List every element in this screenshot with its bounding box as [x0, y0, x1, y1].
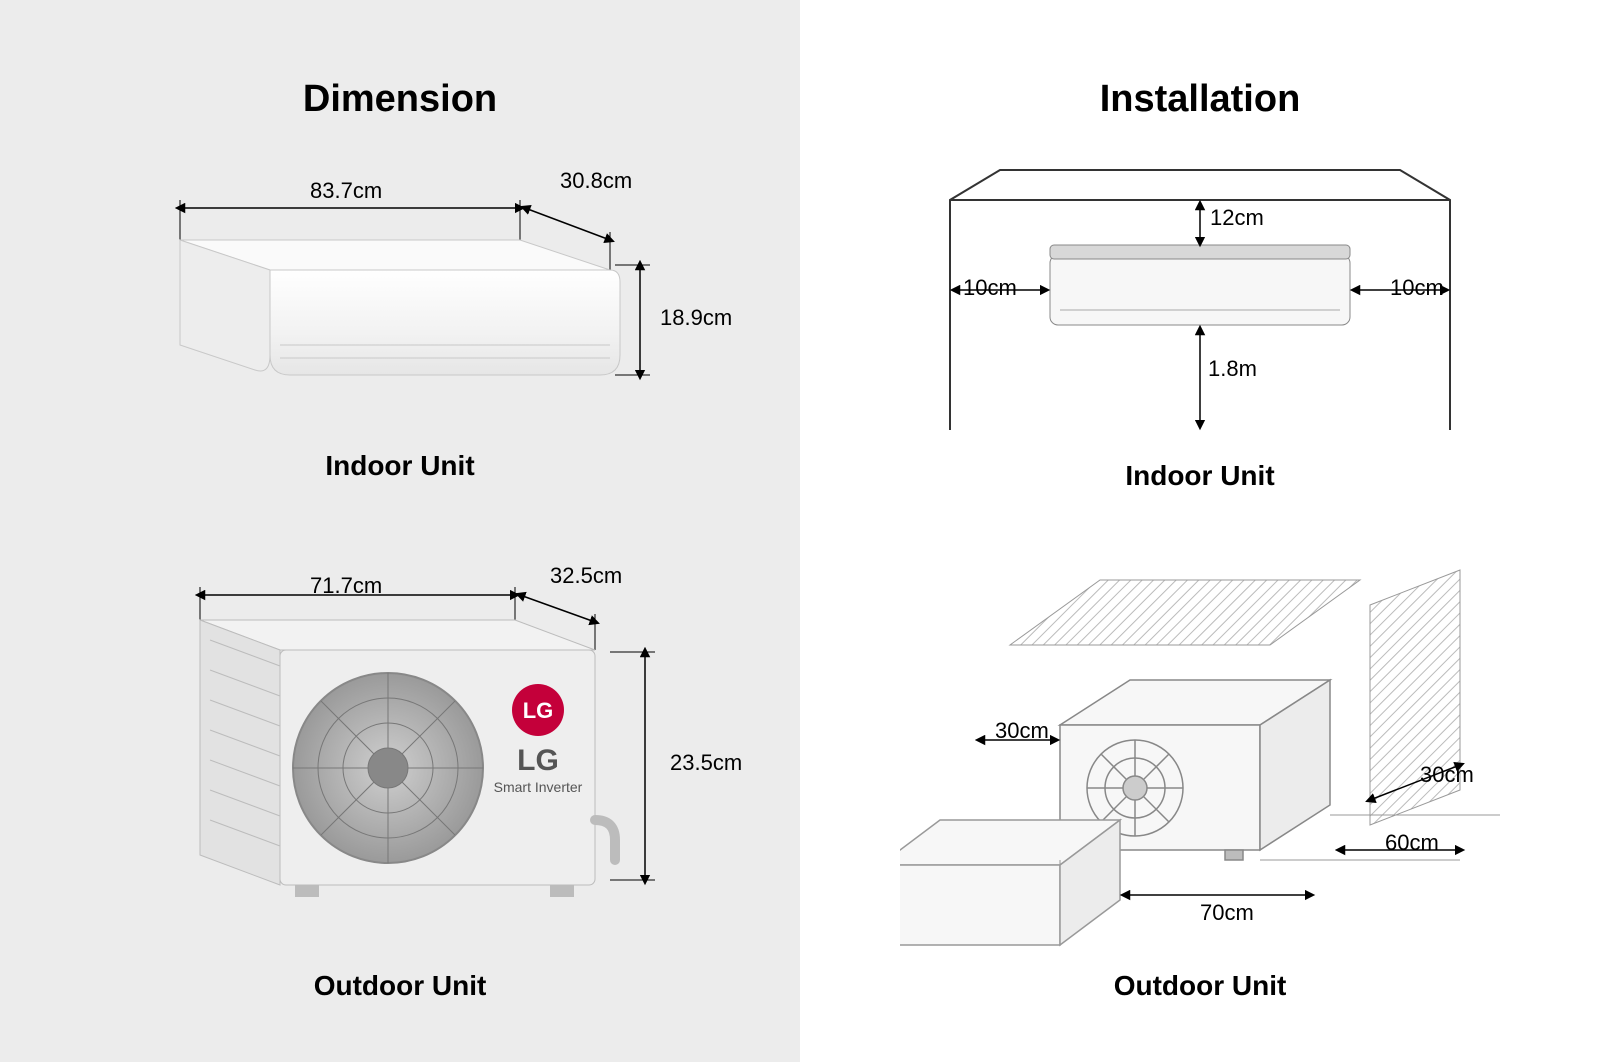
install-indoor-unit	[1050, 245, 1350, 325]
outdoor-caption-left: Outdoor Unit	[0, 970, 800, 1002]
dimension-indoor-figure	[140, 170, 700, 430]
install-outdoor-front: 30cm	[995, 718, 1049, 744]
brand-sub-text: Smart Inverter	[494, 779, 583, 795]
brand-text: LG	[517, 744, 559, 777]
installation-panel: Installation	[800, 0, 1600, 1062]
indoor-width-label: 83.7cm	[310, 178, 382, 204]
indoor-caption-right: Indoor Unit	[800, 460, 1600, 492]
indoor-unit-body	[180, 240, 620, 375]
indoor-caption-left: Indoor Unit	[0, 450, 800, 482]
install-indoor-left: 10cm	[963, 275, 1017, 301]
install-outdoor-obstacle: 70cm	[1200, 900, 1254, 926]
install-indoor-right: 10cm	[1390, 275, 1444, 301]
indoor-height-label: 18.9cm	[660, 305, 732, 331]
indoor-depth-label: 30.8cm	[560, 168, 632, 194]
outdoor-caption-right: Outdoor Unit	[800, 970, 1600, 1002]
outdoor-width-label: 71.7cm	[310, 573, 382, 599]
svg-text:LG: LG	[523, 698, 554, 723]
install-outdoor-back: 60cm	[1385, 830, 1439, 856]
installation-heading: Installation	[800, 78, 1600, 121]
dimension-heading: Dimension	[0, 78, 800, 121]
dimension-panel: Dimension	[0, 0, 800, 1062]
outdoor-unit-body: LG LG Smart Inverter	[200, 620, 615, 897]
dimension-outdoor-figure: LG LG Smart Inverter	[140, 560, 700, 940]
install-outdoor-side: 30cm	[1420, 762, 1474, 788]
install-indoor-bottom: 1.8m	[1208, 356, 1257, 382]
outdoor-depth-label: 32.5cm	[550, 563, 622, 589]
installation-outdoor-figure	[900, 550, 1520, 950]
install-indoor-top: 12cm	[1210, 205, 1264, 231]
outdoor-height-label: 23.5cm	[670, 750, 742, 776]
